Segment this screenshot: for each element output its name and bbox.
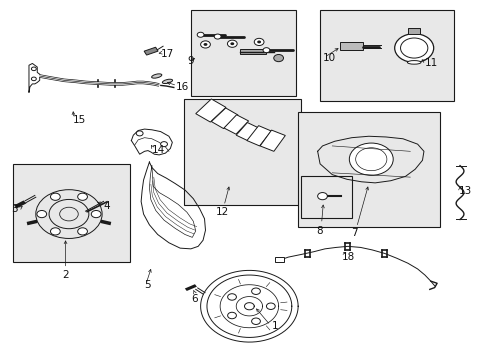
Text: 11: 11 [424,58,437,68]
Circle shape [355,148,386,171]
Bar [183,99,300,205]
Circle shape [400,38,427,58]
Bar [190,10,295,96]
Text: 7: 7 [350,228,357,238]
Ellipse shape [407,60,420,64]
Circle shape [230,42,234,45]
Circle shape [227,40,237,47]
Text: 18: 18 [341,252,355,262]
Bar [239,49,266,54]
Text: 12: 12 [216,207,229,217]
Bar [298,112,439,226]
Text: 10: 10 [322,53,335,63]
Bar [236,122,258,141]
Circle shape [254,39,264,45]
Circle shape [37,211,46,218]
Circle shape [50,228,60,235]
Bar [184,284,197,291]
Text: 1: 1 [271,321,277,331]
Bar [407,28,419,35]
Bar [320,10,453,101]
Circle shape [50,193,60,200]
Bar [274,257,283,262]
Circle shape [317,193,327,200]
Bar [211,108,238,129]
Circle shape [136,131,143,136]
Text: 14: 14 [152,144,165,154]
Text: 13: 13 [458,186,471,197]
Text: 2: 2 [62,270,69,280]
Circle shape [78,193,87,200]
Ellipse shape [162,79,172,84]
Text: 16: 16 [176,82,189,92]
Circle shape [348,143,392,175]
Circle shape [78,228,87,235]
Bar [300,176,351,218]
Bar [195,99,225,122]
Circle shape [197,32,203,37]
Text: 15: 15 [73,115,86,125]
Circle shape [31,77,36,81]
Bar [224,115,248,134]
Text: 9: 9 [187,56,194,66]
Circle shape [31,67,36,71]
Bar [13,164,130,262]
Circle shape [394,34,433,62]
Ellipse shape [151,74,162,78]
Bar [144,47,158,55]
Circle shape [214,34,221,39]
Circle shape [257,41,261,43]
Circle shape [203,43,207,46]
Circle shape [160,141,167,147]
Text: 5: 5 [144,280,151,290]
Circle shape [200,41,210,48]
Circle shape [91,211,101,218]
Circle shape [273,54,283,62]
Text: 4: 4 [103,201,109,211]
Bar [14,201,26,208]
Bar [339,42,362,50]
Bar [246,126,271,146]
Text: 8: 8 [315,226,322,235]
Text: 6: 6 [191,294,198,304]
Bar [260,130,285,151]
Text: 3: 3 [11,204,18,214]
Circle shape [263,48,269,53]
Text: 17: 17 [160,49,174,59]
